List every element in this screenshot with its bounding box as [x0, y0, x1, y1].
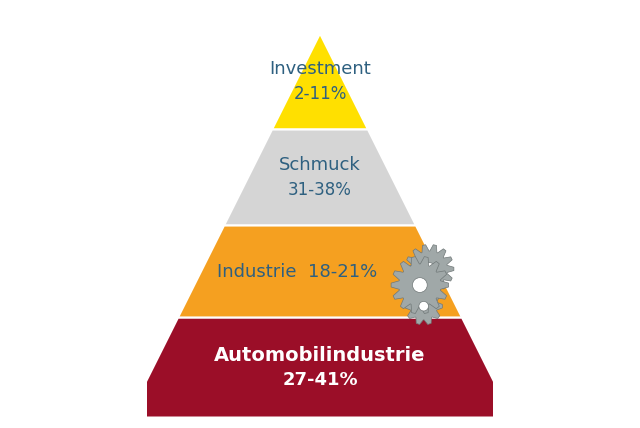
Circle shape	[419, 301, 429, 311]
Text: Schmuck: Schmuck	[279, 156, 361, 174]
Polygon shape	[391, 257, 449, 313]
Polygon shape	[272, 33, 368, 130]
Polygon shape	[178, 226, 462, 318]
Circle shape	[423, 263, 436, 275]
Polygon shape	[128, 318, 512, 418]
Text: 2-11%: 2-11%	[293, 85, 347, 103]
Text: Investment: Investment	[269, 60, 371, 78]
Text: 27-41%: 27-41%	[282, 371, 358, 389]
Text: Automobilindustrie: Automobilindustrie	[214, 346, 426, 365]
Text: 31-38%: 31-38%	[288, 181, 352, 199]
Circle shape	[412, 278, 428, 292]
Polygon shape	[224, 130, 416, 226]
Polygon shape	[405, 288, 442, 324]
Polygon shape	[405, 245, 454, 293]
Text: Industrie  18-21%: Industrie 18-21%	[217, 263, 377, 281]
